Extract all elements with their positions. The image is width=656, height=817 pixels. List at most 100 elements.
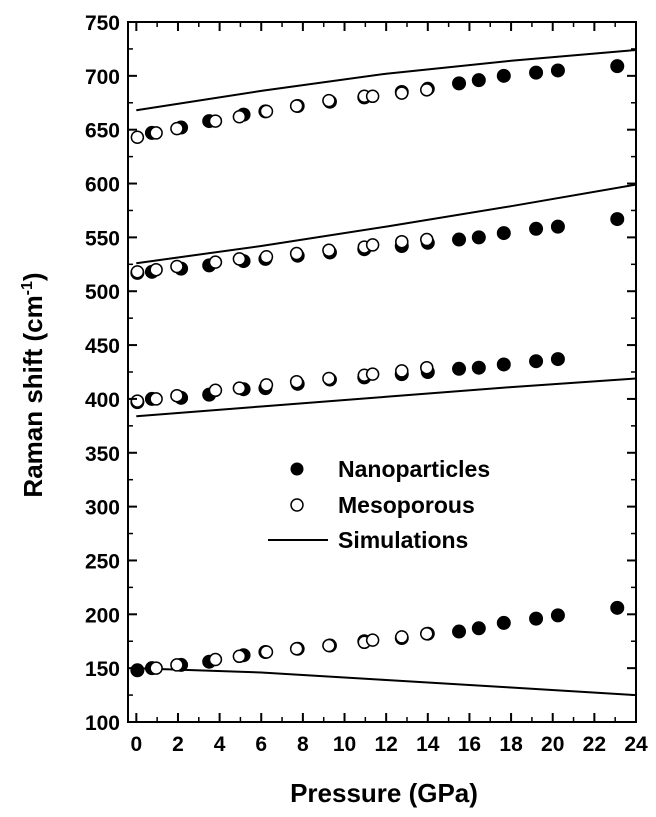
nanoparticles-point xyxy=(610,59,625,74)
mesoporous-point xyxy=(289,99,304,113)
simulation-line xyxy=(136,377,637,418)
y-axis-title-close: ) xyxy=(18,272,48,281)
y-tick-label: 400 xyxy=(85,389,120,412)
mesoporous-point xyxy=(420,626,434,641)
mesoporous-point xyxy=(395,86,409,100)
mesoporous-point xyxy=(365,633,380,647)
mesoporous-point xyxy=(259,378,274,392)
mesoporous-point xyxy=(322,638,336,653)
nanoparticles-point xyxy=(452,361,467,376)
mesoporous-point xyxy=(289,246,304,261)
mesoporous-point xyxy=(395,364,409,378)
mesoporous-point xyxy=(232,649,247,664)
mesoporous-point xyxy=(420,360,434,375)
x-axis-title: Pressure (GPa) xyxy=(290,778,478,808)
y-tick-label: 350 xyxy=(85,443,120,466)
mesoporous-point xyxy=(232,381,247,395)
nanoparticles-point xyxy=(610,600,625,615)
legend-label-nanoparticles: Nanoparticles xyxy=(338,456,490,482)
mesoporous-point xyxy=(420,83,434,97)
y-tick-label: 700 xyxy=(85,66,120,89)
mesoporous-point xyxy=(149,661,163,675)
y-tick-label: 550 xyxy=(85,227,120,250)
mesoporous-point xyxy=(170,388,184,403)
x-tick-label: 4 xyxy=(214,733,226,756)
simulation-line xyxy=(136,667,637,697)
mesoporous-point xyxy=(322,93,336,108)
mesoporous-point xyxy=(322,371,336,386)
mesoporous-point xyxy=(232,110,247,124)
nanoparticles-point xyxy=(529,354,544,369)
y-tick-label: 750 xyxy=(85,12,120,35)
mesoporous-point xyxy=(395,234,409,249)
x-tick-label: 12 xyxy=(374,733,397,756)
x-tick-label: 0 xyxy=(130,733,142,756)
legend-marker-mesoporous xyxy=(290,498,304,512)
x-tick-label: 6 xyxy=(255,733,267,756)
nanoparticles-point xyxy=(496,615,511,630)
mesoporous-point xyxy=(208,652,223,667)
y-tick-label: 650 xyxy=(85,120,120,143)
nanoparticles-point xyxy=(496,226,511,241)
nanoparticles-point xyxy=(550,219,565,234)
x-tick-label: 16 xyxy=(458,733,481,756)
mesoporous-point xyxy=(170,121,184,136)
mesoporous-point xyxy=(149,262,163,277)
mesoporous-point xyxy=(322,243,336,258)
y-tick-label: 100 xyxy=(85,712,120,735)
mesoporous-point xyxy=(170,658,184,672)
y-tick-label: 150 xyxy=(85,658,120,681)
x-tick-label: 22 xyxy=(583,733,606,756)
y-tick-label: 250 xyxy=(85,550,120,573)
simulation-line xyxy=(136,49,637,112)
mesoporous-point xyxy=(289,374,304,389)
nanoparticles-point xyxy=(610,212,625,227)
y-axis-title: Raman shift (cm-1) xyxy=(18,272,48,497)
y-tick-label: 600 xyxy=(85,174,120,197)
nanoparticles-point xyxy=(550,63,565,78)
y-tick-label: 300 xyxy=(85,497,120,520)
nanoparticles-point xyxy=(550,608,565,623)
x-tick-label: 2 xyxy=(172,733,184,756)
nanoparticles-point xyxy=(471,360,486,375)
mesoporous-point xyxy=(365,89,380,104)
mesoporous-point xyxy=(149,392,163,406)
mesoporous-point xyxy=(130,265,145,279)
x-tick-label: 10 xyxy=(333,733,356,756)
nanoparticles-point xyxy=(529,221,544,236)
mesoporous-point xyxy=(208,383,223,398)
legend-label-simulations: Simulations xyxy=(338,527,468,553)
mesoporous-point xyxy=(208,114,223,128)
mesoporous-point xyxy=(130,394,145,408)
nanoparticles-point xyxy=(496,357,511,372)
nanoparticles-point xyxy=(550,352,565,367)
simulation-line xyxy=(136,183,637,265)
legend: Nanoparticles Mesoporous Simulations xyxy=(268,456,490,553)
legend-marker-nanoparticles xyxy=(290,462,304,476)
mesoporous-point xyxy=(259,104,274,119)
mesoporous-point xyxy=(232,252,247,266)
y-tick-label: 200 xyxy=(85,604,120,627)
mesoporous-point xyxy=(170,259,184,274)
x-tick-label: 14 xyxy=(416,733,440,756)
nanoparticles-point xyxy=(496,68,511,83)
mesoporous-point xyxy=(395,630,409,644)
nanoparticles-point xyxy=(130,663,145,678)
nanoparticles-point xyxy=(452,624,467,639)
nanoparticles-point xyxy=(529,65,544,80)
mesoporous-point xyxy=(365,238,380,252)
nanoparticles-point xyxy=(471,230,486,245)
mesoporous-point xyxy=(289,642,304,656)
y-tick-label: 500 xyxy=(85,281,120,304)
mesoporous-point xyxy=(130,130,145,144)
nanoparticles-point xyxy=(452,232,467,247)
x-tick-label: 20 xyxy=(541,733,564,756)
nanoparticles-point xyxy=(452,76,467,91)
y-axis-title-main: Raman shift (cm xyxy=(18,295,48,497)
nanoparticles-point xyxy=(471,73,486,88)
x-tick-label: 18 xyxy=(499,733,523,756)
y-axis-title-superscript: -1 xyxy=(19,281,36,295)
mesoporous-point xyxy=(259,250,274,264)
x-tick-label: 24 xyxy=(624,733,648,756)
